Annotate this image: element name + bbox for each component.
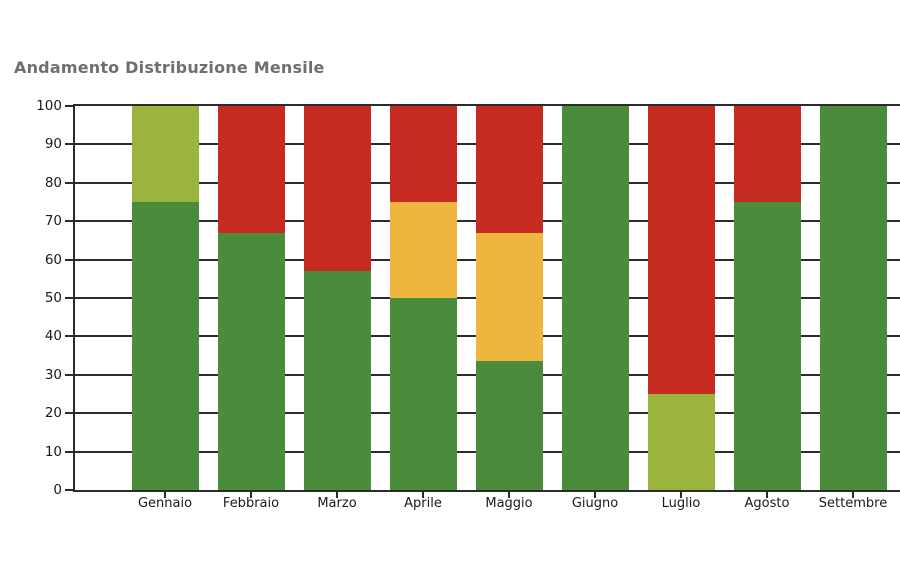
x-tick-aprile [422, 492, 424, 498]
bar-segment-rosso [303, 106, 371, 272]
bar-gennaio [131, 106, 199, 490]
x-tick-maggio [508, 492, 510, 498]
bar-segment-verde-chiaro [131, 106, 199, 202]
x-axis-label-febbraio: Febbraio [222, 496, 280, 511]
x-tick-settembre [852, 492, 854, 498]
x-tick-giugno [594, 492, 596, 498]
x-tick-marzo [336, 492, 338, 498]
bar-segment-verde-scuro [303, 271, 371, 490]
x-tick-agosto [766, 492, 768, 498]
y-axis-label-0: 0 [53, 482, 62, 498]
y-axis-label-60: 60 [44, 251, 62, 268]
y-axis-label-10: 10 [44, 443, 62, 460]
bar-giugno [561, 106, 629, 490]
bar-segment-rosso [647, 106, 715, 394]
bar-febbraio [217, 106, 285, 490]
bar-segment-giallo [475, 232, 543, 362]
x-axis-label-aprile: Aprile [404, 496, 442, 511]
y-tick-50 [65, 297, 75, 299]
y-axis-label-30: 30 [44, 366, 62, 383]
bar-segment-rosso [733, 106, 801, 202]
bar-segment-giallo [389, 202, 457, 298]
bar-aprile [389, 106, 457, 490]
bar-segment-verde-scuro [819, 106, 887, 490]
bar-segment-rosso [217, 106, 285, 233]
y-axis-label-50: 50 [44, 290, 62, 306]
bar-segment-verde-chiaro [647, 394, 715, 490]
bar-segment-verde-scuro [217, 232, 285, 490]
x-tick-febbraio [250, 492, 252, 498]
y-axis-label-100: 100 [36, 98, 62, 114]
bar-marzo [303, 106, 371, 490]
y-tick-20 [65, 412, 75, 415]
y-tick-10 [65, 450, 75, 453]
bar-segment-verde-scuro [475, 361, 543, 490]
bar-luglio [647, 106, 715, 490]
y-tick-80 [65, 181, 75, 184]
y-tick-100 [65, 105, 75, 107]
x-axis-label-marzo: Marzo [317, 496, 357, 511]
x-axis-label-giugno: Giugno [571, 496, 619, 511]
y-tick-60 [65, 258, 75, 261]
bar-segment-verde-scuro [131, 202, 199, 490]
y-axis-label-20: 20 [44, 405, 62, 422]
bar-agosto [733, 106, 801, 490]
bar-segment-verde-scuro [733, 202, 801, 490]
x-axis-label-settembre: Settembre [818, 496, 888, 511]
y-axis-label-70: 70 [44, 213, 62, 230]
bar-segment-rosso [475, 106, 543, 233]
x-tick-luglio [680, 492, 682, 498]
y-tick-90 [65, 143, 75, 146]
y-tick-70 [65, 220, 75, 223]
x-axis-label-agosto: Agosto [744, 496, 790, 511]
bar-segment-verde-scuro [561, 106, 629, 490]
y-axis-label-90: 90 [44, 136, 62, 153]
bar-maggio [475, 106, 543, 490]
x-axis-label-gennaio: Gennaio [137, 496, 193, 511]
y-axis-label-40: 40 [44, 328, 62, 345]
y-tick-0 [65, 489, 75, 491]
chart-title: Andamento Distribuzione Mensile [14, 58, 325, 77]
y-tick-30 [65, 373, 75, 376]
x-axis-label-luglio: Luglio [661, 496, 701, 511]
bar-settembre [819, 106, 887, 490]
plot-area [73, 104, 900, 492]
y-axis-label-80: 80 [44, 174, 62, 191]
x-axis-label-maggio: Maggio [485, 496, 533, 511]
bar-segment-rosso [389, 106, 457, 202]
bar-segment-verde-scuro [389, 298, 457, 490]
x-tick-gennaio [164, 492, 166, 498]
y-tick-40 [65, 335, 75, 338]
